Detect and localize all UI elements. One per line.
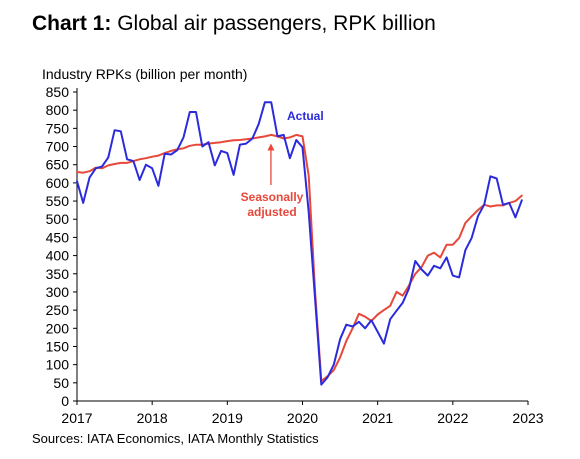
y-tick-label: 50	[53, 375, 69, 391]
y-axis-ticks: 0 50 100 150 200 250 300 350 400 450 500 550 600 650 7…	[46, 84, 77, 409]
y-tick-label: 150	[46, 338, 70, 354]
x-tick-label: 2017	[61, 410, 92, 426]
chart-title: Chart 1: Global air passengers, RPK bill…	[32, 12, 436, 36]
x-tick-label: 2022	[437, 410, 468, 426]
y-tick-label: 800	[46, 102, 70, 118]
y-tick-label: 250	[46, 302, 70, 318]
annotation-arrow-head	[267, 143, 275, 151]
y-tick-label: 850	[46, 84, 70, 100]
y-tick-label: 200	[46, 320, 70, 336]
annotation-seasonal-line: Seasonally	[241, 190, 304, 204]
annotation-seasonal-line: adjusted	[247, 205, 296, 219]
x-tick-label: 2020	[287, 410, 318, 426]
y-tick-label: 400	[46, 248, 70, 264]
x-tick-label: 2019	[212, 410, 243, 426]
y-tick-label: 750	[46, 120, 70, 136]
series-layer	[76, 101, 523, 386]
y-tick-label: 550	[46, 193, 70, 209]
x-tick-label: 2021	[362, 410, 393, 426]
y-tick-label: 100	[46, 357, 70, 373]
chart-title-prefix: Chart 1:	[32, 12, 112, 35]
y-tick-label: 700	[46, 139, 70, 155]
y-tick-label: 300	[46, 284, 70, 300]
y-tick-label: 0	[61, 393, 69, 409]
y-tick-label: 500	[46, 211, 70, 227]
x-tick-label: 2018	[137, 410, 168, 426]
y-tick-label: 350	[46, 266, 70, 282]
series-actual-line	[76, 101, 523, 386]
y-axis-label: Industry RPKs (billion per month)	[42, 66, 247, 82]
source-note: Sources: IATA Economics, IATA Monthly St…	[32, 431, 319, 446]
axes	[76, 88, 528, 402]
series-seasonal-line	[76, 133, 523, 382]
y-tick-label: 650	[46, 157, 70, 173]
y-tick-label: 450	[46, 229, 70, 245]
chart-title-text: Global air passengers, RPK billion	[117, 12, 436, 35]
y-tick-label: 600	[46, 175, 70, 191]
x-tick-label: 2023	[512, 410, 543, 426]
x-axis-ticks: 2017 2018 2019 2020 2021 2022 2023	[61, 401, 544, 426]
annotation-actual: Actual	[287, 109, 324, 123]
